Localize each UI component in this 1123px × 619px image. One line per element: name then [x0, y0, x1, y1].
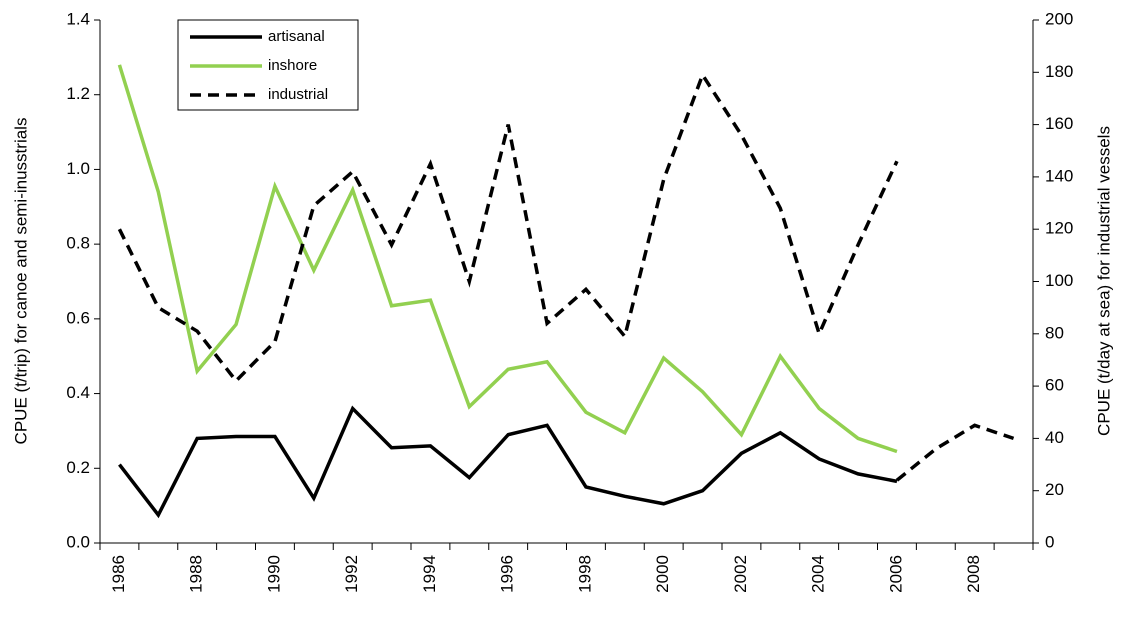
- data-line: [117, 71, 899, 384]
- x-tick-label: 2004: [809, 555, 828, 593]
- y-tick-label: 1.0: [66, 159, 90, 178]
- x-tick-label: 2002: [731, 555, 750, 593]
- y2-tick-label: 20: [1045, 480, 1064, 499]
- y-tick-label: 0.4: [66, 383, 90, 402]
- legend: artisanal inshore industrial: [190, 28, 328, 103]
- x-tick-label: 1998: [575, 555, 594, 593]
- y-tick-label: 1.4: [66, 9, 90, 28]
- y2-tick-label: 160: [1045, 114, 1073, 133]
- legend-label: industrial: [268, 86, 328, 103]
- y2-tick-label: 200: [1045, 9, 1073, 28]
- y-axis-title: CPUE (t/trip) for canoe and semi-inusstr…: [11, 118, 30, 445]
- y2-tick-label: 40: [1045, 428, 1064, 447]
- data-line: [117, 64, 898, 454]
- y2-tick-label: 0: [1045, 532, 1054, 551]
- y2-tick-label: 120: [1045, 219, 1073, 238]
- y-tick-label: 0.6: [66, 308, 90, 327]
- x-tick-label: 2008: [964, 555, 983, 593]
- x-tick-label: 1996: [498, 555, 517, 593]
- data-line: [895, 423, 1015, 482]
- y2-tick-label: 100: [1045, 271, 1073, 290]
- x-tick-label: 1992: [342, 555, 361, 593]
- y2-tick-label: 180: [1045, 62, 1073, 81]
- y-tick-label: 0.0: [66, 532, 90, 551]
- legend-label: artisanal: [268, 28, 325, 45]
- y-tick-label: 0.2: [66, 458, 90, 477]
- x-tick-label: 1994: [420, 555, 439, 593]
- y2-axis-title: CPUE (t/day at sea) for industrial vesse…: [1094, 126, 1113, 436]
- x-tick-label: 1986: [109, 555, 128, 593]
- data-line: [118, 405, 898, 519]
- y2-tick-label: 140: [1045, 166, 1073, 185]
- y2-tick-label: 60: [1045, 376, 1064, 395]
- x-tick-label: 1990: [264, 555, 283, 593]
- y-tick-label: 1.2: [66, 84, 90, 103]
- y-tick-label: 0.8: [66, 234, 90, 253]
- x-tick-label: 1988: [187, 555, 206, 593]
- x-tick-label: 2000: [653, 555, 672, 593]
- x-tick-label: 2006: [886, 555, 905, 593]
- legend-label: inshore: [268, 57, 317, 74]
- y2-tick-label: 80: [1045, 323, 1064, 342]
